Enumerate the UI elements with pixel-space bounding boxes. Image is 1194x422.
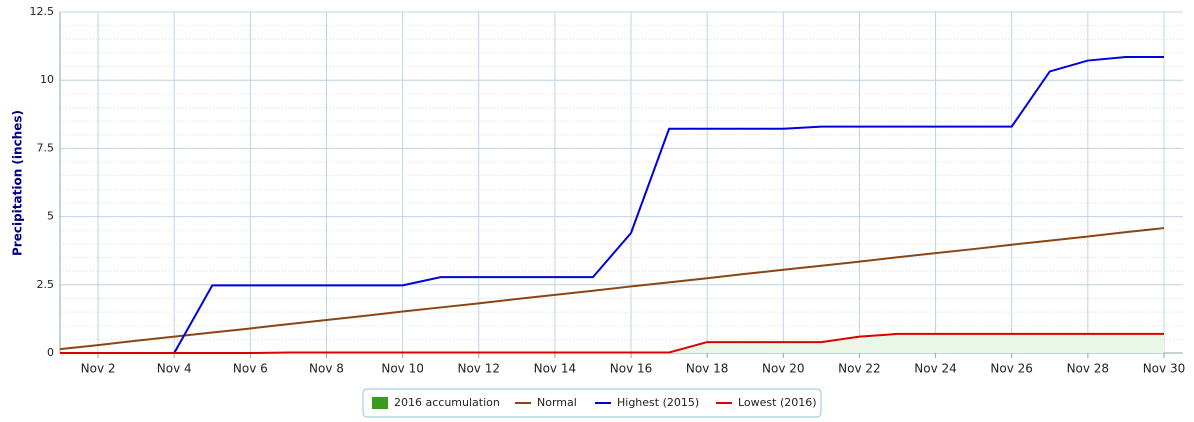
line [60, 56, 1164, 354]
x-tick-label: Nov 10 [381, 362, 424, 376]
x-tick-label: Nov 4 [157, 362, 192, 376]
x-tick-label: Nov 20 [762, 362, 805, 376]
x-tick-label: Nov 2 [81, 362, 116, 376]
legend-box [362, 388, 822, 418]
x-tick-label: Nov 30 [1143, 362, 1186, 376]
legend-label: 2016 accumulation [394, 396, 500, 409]
x-tick-label: Nov 22 [838, 362, 881, 376]
line [60, 332, 1164, 354]
y-tick-label: 2.5 [37, 278, 55, 291]
x-tick-label: Nov 12 [457, 362, 500, 376]
x-tick-label: Nov 28 [1067, 362, 1110, 376]
x-tick-label: Nov 24 [914, 362, 957, 376]
legend-swatch [372, 397, 388, 409]
y-tick-label: 12.5 [30, 5, 55, 18]
x-tick-label: Nov 14 [534, 362, 577, 376]
line [59, 227, 1165, 351]
y-tick-label: 5 [47, 210, 54, 223]
x-tick-label: Nov 16 [610, 362, 653, 376]
legend-label: Normal [537, 396, 577, 409]
legend-label: Lowest (2016) [738, 396, 817, 409]
y-tick-label: 0 [47, 346, 54, 359]
y-axis-label: Precipitation (inches) [11, 110, 25, 256]
x-tick-label: Nov 8 [309, 362, 344, 376]
x-tick-label: Nov 26 [990, 362, 1033, 376]
y-tick-label: 10 [40, 73, 54, 86]
x-tick-label: Nov 18 [686, 362, 729, 376]
y-tick-label: 7.5 [37, 141, 55, 154]
area [60, 333, 1164, 353]
legend-label: Highest (2015) [617, 396, 699, 409]
x-tick-label: Nov 6 [233, 362, 268, 376]
